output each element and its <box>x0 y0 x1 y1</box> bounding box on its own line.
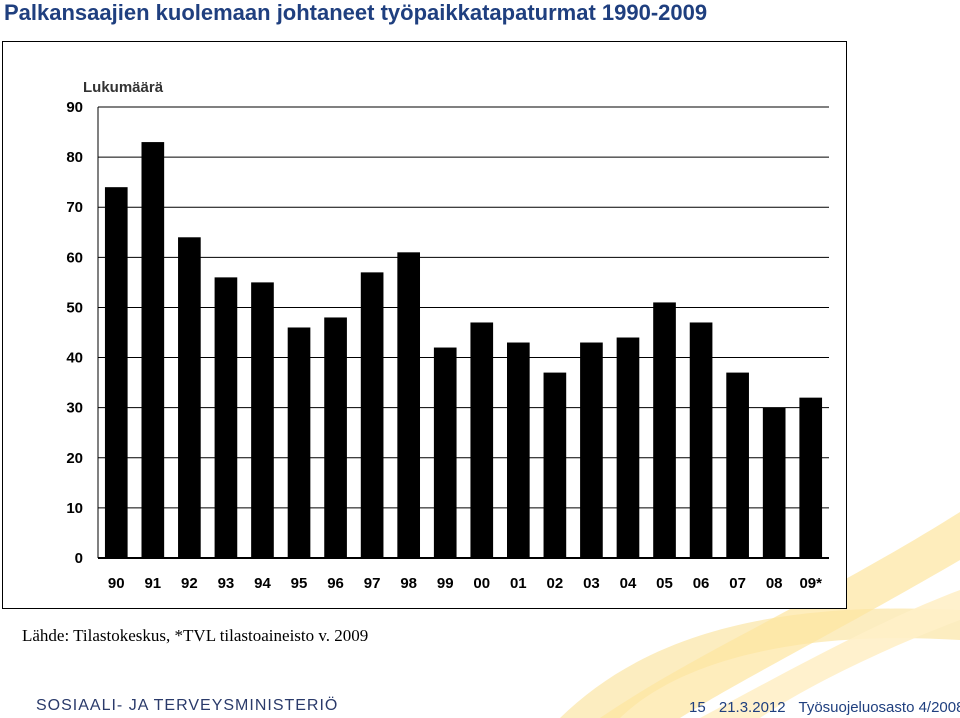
x-tick-label: 95 <box>291 575 308 592</box>
bar-07 <box>726 372 749 558</box>
x-tick-label: 97 <box>364 575 381 592</box>
bar-96 <box>324 317 347 558</box>
y-tick-label: 60 <box>66 249 83 266</box>
y-axis-label: Lukumäärä <box>83 79 164 96</box>
x-tick-label: 93 <box>218 575 235 592</box>
x-tick-label: 08 <box>766 575 783 592</box>
bar-09* <box>799 397 823 558</box>
bar-97 <box>360 272 384 558</box>
footer-date: 21.3.2012 <box>718 699 786 716</box>
gridlines <box>98 106 829 509</box>
x-tick-label: 94 <box>254 575 271 592</box>
page-number: 15 <box>689 699 706 716</box>
bar-90 <box>104 187 128 558</box>
y-tick-label: 50 <box>66 299 83 316</box>
x-tick-label: 07 <box>729 575 746 592</box>
bar-91 <box>141 142 165 559</box>
bar-94 <box>251 282 274 558</box>
y-tick-label: 30 <box>66 400 83 417</box>
x-tick-label: 01 <box>510 575 527 592</box>
bar-98 <box>397 252 421 559</box>
x-tick-labels: 90 91 92 93 94 95 96 97 98 99 00 01 02 03 04 05 06 07 08 09… <box>108 575 822 592</box>
y-tick-label: 80 <box>66 149 83 166</box>
bar-93 <box>214 277 238 558</box>
x-tick-label: 00 <box>473 575 490 592</box>
footer-department: Työsuojeluosasto 4/2008 <box>798 699 960 716</box>
y-tick-label: 40 <box>66 350 83 367</box>
x-tick-label: 04 <box>620 575 637 592</box>
footer-info: 15 21.3.2012 Työsuojeluosasto 4/2008 <box>689 699 960 716</box>
bar-03 <box>580 342 603 558</box>
bar-92 <box>178 237 201 559</box>
source-note: Lähde: Tilastokeskus, *TVL tilastoaineis… <box>22 626 369 645</box>
x-tick-label: 98 <box>400 575 417 592</box>
y-tick-label: 10 <box>66 500 83 517</box>
y-tick-label: 90 <box>66 99 83 116</box>
bar-01 <box>506 342 530 558</box>
bar-05 <box>653 302 676 558</box>
bar-99 <box>433 347 457 558</box>
x-tick-label: 06 <box>693 575 710 592</box>
x-tick-label: 90 <box>108 575 125 592</box>
bar-02 <box>543 372 567 558</box>
x-tick-label: 91 <box>144 575 161 592</box>
y-tick-label: 20 <box>66 450 83 467</box>
x-tick-label: 05 <box>656 575 673 592</box>
chart-frame: 0 10 20 30 40 50 60 70 80 90 Lukumäärä 90 91 92 93 94… <box>2 41 847 609</box>
y-tick-label: 70 <box>66 199 83 216</box>
bars <box>104 142 823 559</box>
x-tick-label: 09* <box>799 575 822 592</box>
x-tick-label: 99 <box>437 575 454 592</box>
x-tick-label: 03 <box>583 575 600 592</box>
ministry-logo-text: SOSIAALI- JA TERVEYSMINISTERIÖ <box>36 697 339 714</box>
y-tick-labels: 0 10 20 30 40 50 60 70 80 90 <box>66 99 83 567</box>
bar-04 <box>616 337 640 558</box>
y-tick-label: 0 <box>75 550 83 567</box>
bar-06 <box>689 322 713 558</box>
bar-95 <box>287 327 311 558</box>
slide-title: Palkansaajien kuolemaan johtaneet työpai… <box>4 0 708 25</box>
x-tick-label: 92 <box>181 575 198 592</box>
bar-08 <box>762 407 786 558</box>
bar-00 <box>470 322 494 558</box>
x-tick-label: 02 <box>547 575 564 592</box>
x-tick-label: 96 <box>327 575 344 592</box>
